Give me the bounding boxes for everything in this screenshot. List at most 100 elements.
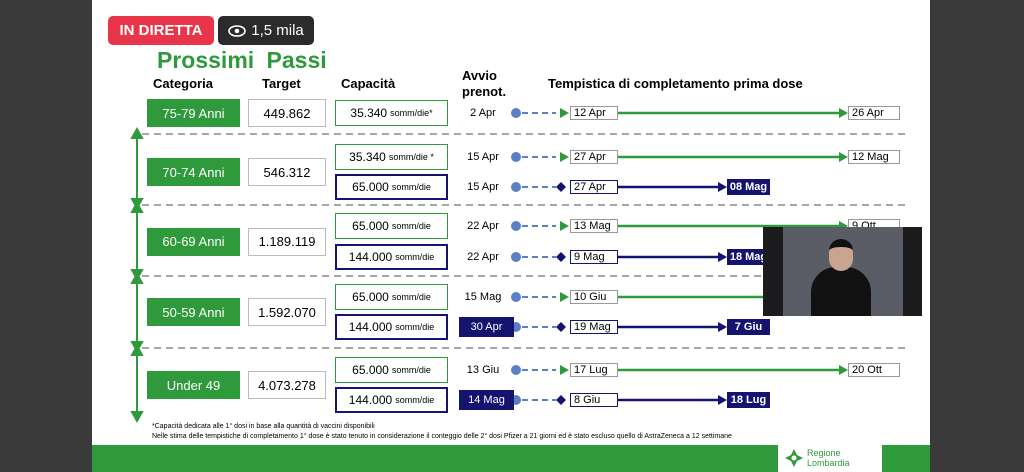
live-badge: IN DIRETTA [108,16,214,45]
capacity-box: 144.000 somm/die [335,314,448,340]
arrow-head [560,108,569,118]
start-box: 10 Giu [570,290,618,304]
start-box: 8 Giu [570,393,618,407]
end-box: 20 Ott [848,363,900,377]
capacity-unit: somm/die [395,322,435,332]
diamond [556,322,566,332]
arrow-head [560,221,569,231]
arrow-head [560,292,569,302]
video-overlay [763,227,922,316]
avvio: 15 Apr [467,151,499,163]
capacity-value: 144.000 [348,393,393,407]
category-box: 75-79 Anni [147,99,240,127]
target-box: 449.862 [248,99,326,127]
end-box: 18 Lug [727,392,770,408]
header: Categoria [153,76,213,91]
person-head [829,239,853,271]
end-box: 08 Mag [727,179,770,195]
start-dot [511,108,521,118]
capacity-value: 65.000 [352,363,389,377]
capacity-value: 35.340 [349,150,386,164]
start-dot [511,365,521,375]
arrow-head [718,252,727,262]
diamond [556,182,566,192]
start-dot [511,182,521,192]
start-box: 19 Mag [570,320,618,334]
header: Tempistica di completamento prima dose [548,76,803,91]
category-box: Under 49 [147,371,240,399]
viewer-badge: 1,5 mila [218,16,314,45]
avvio: 22 Apr [467,251,499,263]
capacity-unit: somm/die [391,365,431,375]
arrow-head [130,343,144,356]
capacity-box: 65.000 somm/die [335,213,448,239]
arrow-head [839,152,848,162]
target-box: 546.312 [248,158,326,186]
start-box: 13 Mag [570,219,618,233]
target-box: 4.073.278 [248,371,326,399]
end-box: 18 Mag [727,249,770,265]
capacity-box: 65.000 somm/die [335,284,448,310]
start-box: 17 Lug [570,363,618,377]
avvio: 15 Mag [464,291,502,303]
arrow-head [718,182,727,192]
diamond [556,395,566,405]
logo-icon [785,449,803,467]
logo-text: Lombardia [807,458,850,468]
footnote: *Capacità dedicata alle 1° dosi in base … [152,423,375,430]
avvio: 2 Apr [470,107,496,119]
footnote: Nelle stima delle tempistiche di complet… [152,433,732,440]
category-box: 60-69 Anni [147,227,240,256]
person-body [811,267,871,316]
arrow-head [130,126,144,139]
capacity-value: 65.000 [352,219,389,233]
capacity-box: 35.340 somm/die* [335,100,448,126]
avvio: 13 Giu [466,364,500,376]
viewer-count: 1,5 mila [251,22,304,39]
arrow-head [560,152,569,162]
arrow-head [130,271,144,284]
avvio: 15 Apr [467,181,499,193]
end-box: 7 Giu [727,319,770,335]
capacity-unit: somm/die* [390,108,433,118]
avvio-box: 30 Apr [459,317,514,337]
avvio-box: 14 Mag [459,390,514,410]
header: Capacità [341,76,396,91]
capacity-unit: somm/die [395,395,435,405]
arrow-head [839,108,848,118]
diamond [556,252,566,262]
left-arrows [130,126,144,424]
category-box: 70-74 Anni [147,158,240,186]
capacity-unit: somm/die [391,292,431,302]
start-dot [511,252,521,262]
capacity-value: 35.340 [350,106,388,120]
start-box: 27 Apr [570,150,618,164]
capacity-box: 65.000 somm/die [335,174,448,200]
start-dot [511,292,521,302]
header: Avvio prenot. [462,68,507,99]
arrow-head [130,200,144,213]
target-box: 1.189.119 [248,227,326,256]
arrow-head [718,395,727,405]
header: Target [262,76,301,91]
start-dot [511,221,521,231]
start-box: 27 Apr [570,180,618,194]
start-box: 9 Mag [570,250,618,264]
capacity-box: 144.000 somm/die [335,244,448,270]
arrow-head [718,322,727,332]
capacity-value: 65.000 [352,290,389,304]
capacity-unit: somm/die * [388,152,434,162]
logo-text: Regione [807,448,841,458]
start-box: 12 Apr [570,106,618,120]
capacity-box: 35.340 somm/die * [335,144,448,170]
avvio: 22 Apr [467,220,499,232]
arrow-head [130,411,144,424]
category-box: 50-59 Anni [147,298,240,326]
target-box: 1.592.070 [248,298,326,326]
capacity-unit: somm/die [391,221,431,231]
capacity-value: 65.000 [352,180,389,194]
capacity-unit: somm/die [395,252,435,262]
slide-title: Prossimi Passi [157,47,327,73]
capacity-unit: somm/die [391,182,431,192]
